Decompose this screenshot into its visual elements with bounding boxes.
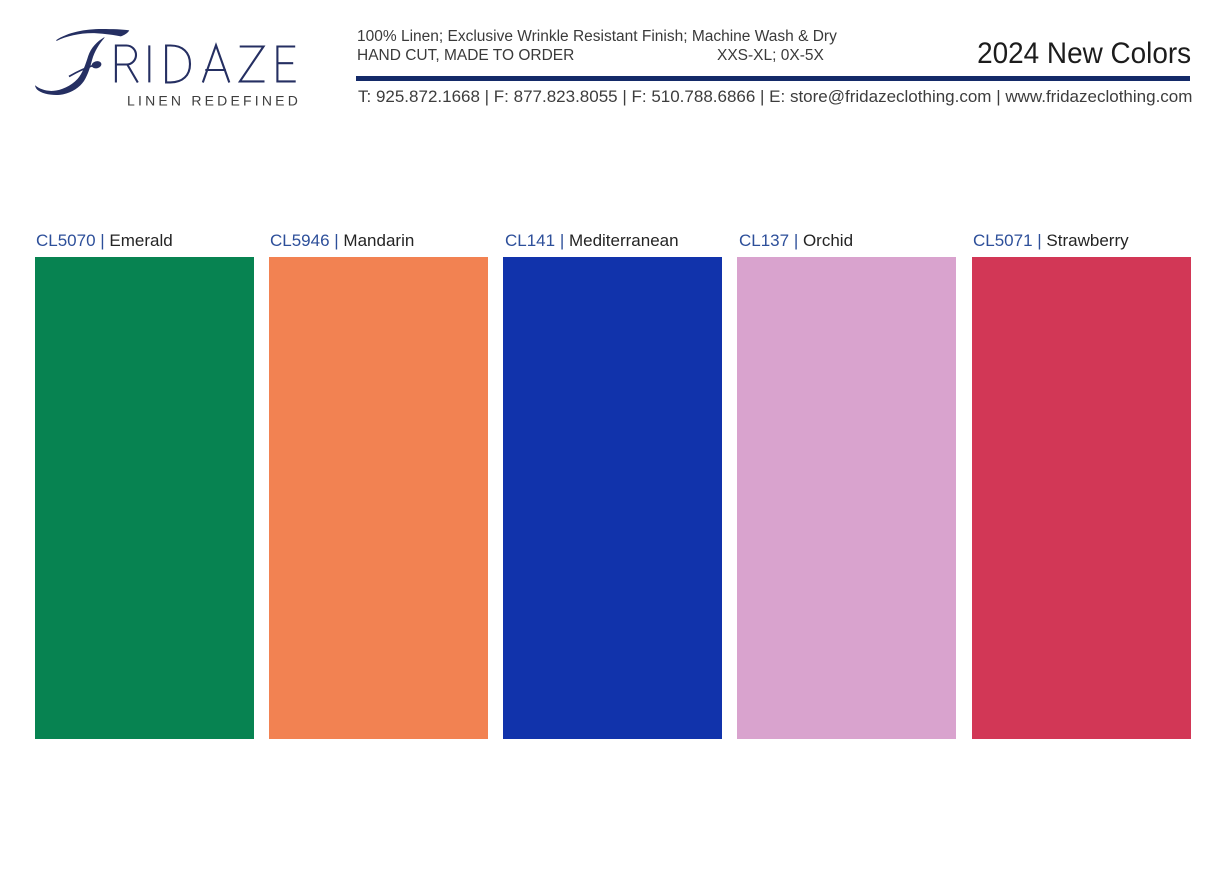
svg-text:LINEN REDEFINED: LINEN REDEFINED	[127, 93, 301, 109]
